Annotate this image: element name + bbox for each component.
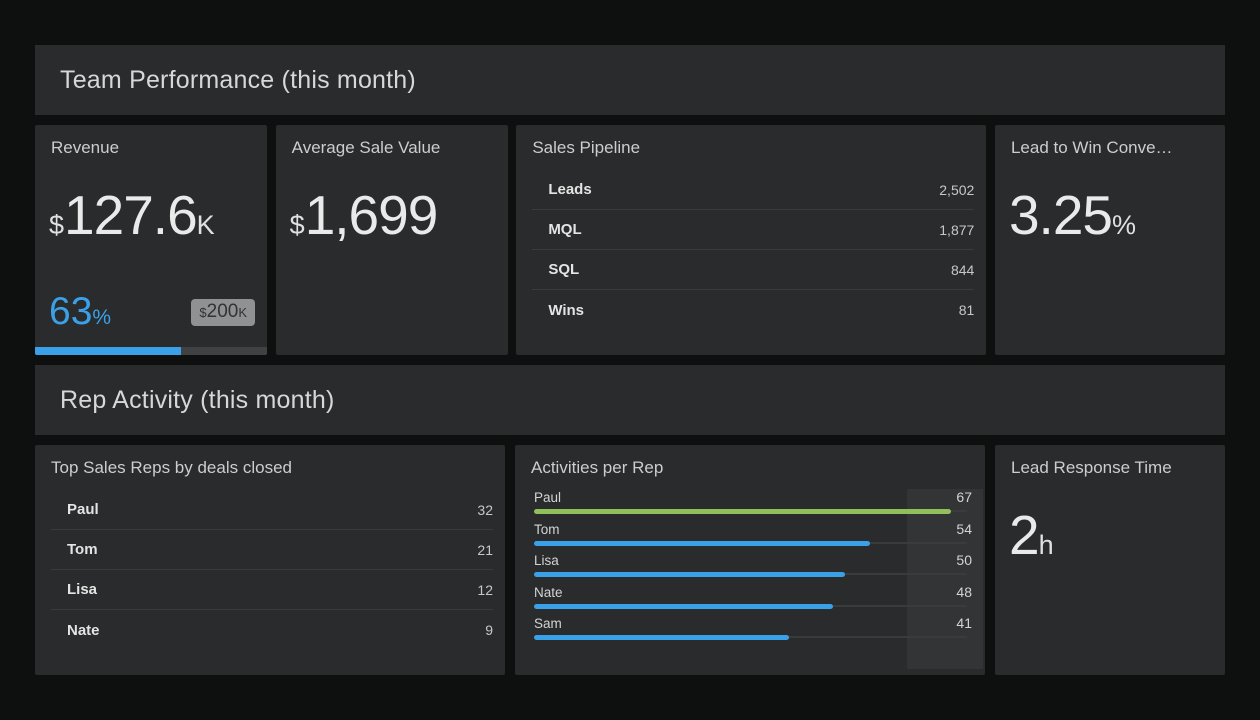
pipeline-stage-value: 844: [950, 261, 975, 278]
section-header-rep-activity: Rep Activity (this month): [35, 365, 1225, 435]
bar-row: Sam 41: [534, 615, 972, 647]
hours-suffix: h: [1038, 530, 1054, 560]
lead-response-value: 2h: [1009, 503, 1211, 567]
bar-value: 41: [956, 615, 972, 631]
deals-closed-value: 32: [477, 501, 493, 518]
widget-revenue[interactable]: Revenue $127.6K 63% $200K: [35, 125, 267, 355]
list-item: Paul 32: [51, 490, 493, 530]
list-item: Tom 21: [51, 530, 493, 570]
widget-sales-pipeline[interactable]: Sales Pipeline Leads 2,502 MQL 1,877 SQL…: [516, 125, 987, 355]
section-title: Team Performance (this month): [60, 65, 416, 94]
goal-unit: K: [238, 304, 247, 320]
bar-fill: [534, 509, 951, 514]
revenue-percent-of-goal: 63%: [49, 290, 111, 334]
pipeline-list: Leads 2,502 MQL 1,877 SQL 844 Wins 81: [532, 170, 975, 330]
deals-closed-value: 21: [477, 541, 493, 558]
widget-average-sale-value[interactable]: Average Sale Value $1,699: [275, 125, 508, 355]
bar-label: Paul: [534, 490, 562, 505]
card-title-lead-response: Lead Response Time: [1011, 458, 1172, 477]
section-header-team-performance: Team Performance (this month): [35, 45, 1225, 115]
top-reps-list: Paul 32 Tom 21 Lisa 12 Nate 9: [51, 490, 493, 650]
percent-sign: %: [92, 306, 112, 329]
average-sale-number: 1,699: [304, 184, 439, 246]
list-item: Leads 2,502: [532, 170, 975, 210]
revenue-number: 127.6: [64, 184, 198, 246]
lead-response-number: 2: [1009, 504, 1040, 566]
pipeline-stage-label: Leads: [548, 181, 592, 198]
widget-activities-per-rep[interactable]: Activities per Rep Paul 67 Tom: [515, 445, 985, 675]
bar-value: 48: [956, 583, 972, 600]
average-sale-value: $1,699: [290, 183, 494, 247]
bar-value: 50: [956, 552, 972, 568]
unit-suffix: K: [196, 210, 215, 240]
list-item: Nate 9: [51, 610, 493, 650]
bar-fill: [534, 540, 870, 546]
bar-label: Lisa: [534, 553, 559, 568]
bar-fill: [534, 603, 833, 609]
bar-chart: Paul 67 Tom 54: [534, 489, 972, 647]
goal-badge: $200K: [191, 298, 255, 326]
goal-number: 200: [206, 300, 239, 322]
bar-row: Paul 67: [534, 489, 972, 521]
list-item: SQL 844: [532, 250, 975, 290]
list-item: Lisa 12: [51, 570, 493, 610]
pipeline-stage-label: Wins: [548, 301, 585, 319]
bar-track: [534, 572, 967, 577]
currency-symbol: $: [289, 210, 305, 240]
rep-name: Lisa: [67, 581, 98, 598]
currency-symbol: $: [49, 210, 65, 240]
bar-row: Tom 54: [534, 521, 972, 553]
bar-value: 67: [956, 489, 972, 505]
lead-to-win-value: 3.25%: [1009, 183, 1211, 247]
deals-closed-value: 9: [485, 622, 493, 638]
rep-name: Paul: [67, 501, 99, 518]
value-column-highlight: [907, 489, 983, 669]
row-rep-activity: Top Sales Reps by deals closed Paul 32 T…: [35, 445, 1225, 675]
section-title: Rep Activity (this month): [60, 385, 335, 414]
bar-label: Sam: [534, 616, 562, 631]
rep-name: Nate: [67, 621, 100, 639]
list-item: Wins 81: [532, 290, 974, 330]
bar-label: Nate: [534, 584, 563, 600]
card-title-sales-pipeline: Sales Pipeline: [532, 138, 641, 157]
widget-lead-to-win-conversion[interactable]: Lead to Win Conve… 3.25%: [994, 125, 1225, 355]
lead-to-win-number: 3.25: [1008, 184, 1113, 246]
card-title-top-sales-reps: Top Sales Reps by deals closed: [51, 458, 292, 477]
list-item: MQL 1,877: [532, 210, 975, 250]
rep-name: Tom: [67, 541, 98, 558]
bar-track: [534, 635, 967, 640]
widget-lead-response-time[interactable]: Lead Response Time 2h: [995, 445, 1225, 675]
revenue-value: $127.6K: [49, 183, 253, 247]
revenue-progress-fill: [35, 347, 182, 355]
row-team-performance: Revenue $127.6K 63% $200K Average Sale V…: [35, 125, 1225, 355]
revenue-progress-track: [35, 347, 267, 355]
pipeline-stage-value: 1,877: [939, 221, 975, 238]
bar-fill: [534, 635, 789, 640]
bar-row: Lisa 50: [534, 552, 972, 584]
pipeline-stage-value: 2,502: [939, 181, 975, 198]
card-title-lead-to-win: Lead to Win Conve…: [1010, 138, 1173, 157]
bar-track: [534, 540, 967, 546]
bar-value: 54: [956, 520, 972, 537]
goal-currency: $: [199, 304, 207, 320]
bar-label: Tom: [534, 521, 560, 537]
bar-track: [534, 509, 967, 514]
deals-closed-value: 12: [477, 581, 493, 598]
bar-fill: [534, 572, 845, 577]
revenue-footer: 63% $200K: [49, 290, 255, 334]
pipeline-stage-value: 81: [958, 302, 975, 318]
card-title-activities: Activities per Rep: [531, 458, 664, 477]
percent-number: 63: [49, 290, 93, 333]
card-title-revenue: Revenue: [51, 138, 120, 157]
bar-track: [534, 603, 967, 609]
pipeline-stage-label: SQL: [548, 261, 580, 278]
widget-top-sales-reps[interactable]: Top Sales Reps by deals closed Paul 32 T…: [35, 445, 505, 675]
percent-suffix: %: [1112, 210, 1137, 240]
dashboard: Team Performance (this month) Revenue $1…: [35, 45, 1225, 675]
card-title-average-sale: Average Sale Value: [291, 138, 441, 157]
bar-row: Nate 48: [534, 584, 972, 616]
pipeline-stage-label: MQL: [548, 221, 582, 238]
